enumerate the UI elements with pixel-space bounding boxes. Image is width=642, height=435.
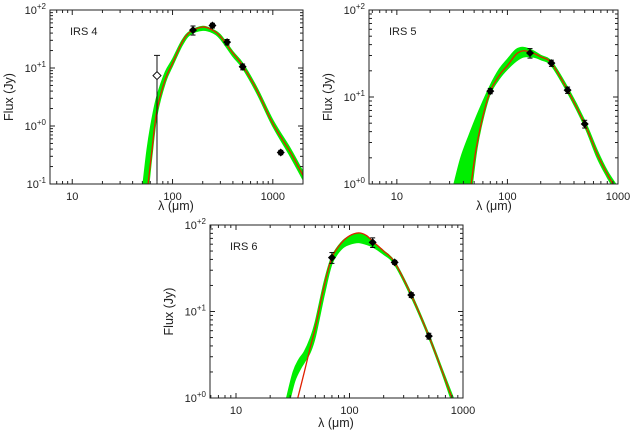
y-tick-label: 10+0 — [185, 390, 207, 405]
x-axis-label: λ (μm) — [476, 199, 512, 213]
panel-label: IRS 5 — [389, 26, 417, 38]
data-point — [368, 238, 377, 247]
y-tick-label: 10+1 — [25, 60, 47, 75]
y-tick-label: 10+0 — [25, 118, 47, 133]
model-band — [142, 25, 303, 184]
plot-area — [285, 232, 455, 398]
y-tick-base: 10 — [25, 121, 37, 133]
y-tick-exponent: +0 — [37, 118, 47, 127]
y-tick-label: 10+2 — [344, 2, 366, 17]
best-fit-curve — [470, 50, 614, 184]
plot-area — [142, 21, 303, 184]
model-band — [285, 233, 455, 398]
y-tick-base: 10 — [185, 393, 197, 405]
data-point — [547, 59, 556, 68]
plot-area — [453, 46, 617, 184]
open-data-point — [152, 70, 162, 81]
data-point — [407, 291, 416, 300]
y-tick-label: 10+2 — [25, 2, 47, 17]
y-tick-label: 10-1 — [27, 176, 47, 191]
best-fit-curve — [297, 232, 453, 398]
y-tick-base: 10 — [27, 179, 39, 191]
y-tick-exponent: +1 — [37, 60, 47, 69]
x-tick-label: 100 — [163, 191, 181, 203]
data-point — [208, 21, 217, 30]
data-point — [238, 62, 247, 71]
panel-label: IRS 4 — [70, 26, 98, 38]
x-tick-label: 1000 — [261, 191, 285, 203]
x-tick-label: 1000 — [606, 191, 630, 203]
y-tick-base: 10 — [185, 307, 197, 319]
y-tick-exponent: +2 — [356, 2, 366, 11]
y-tick-base: 10 — [344, 5, 356, 17]
x-tick-label: 10 — [391, 191, 403, 203]
x-tick-label: 10 — [66, 191, 78, 203]
y-tick-base: 10 — [25, 5, 37, 17]
x-axis-label: λ (μm) — [158, 199, 194, 213]
y-tick-base: 10 — [344, 92, 356, 104]
y-tick-exponent: +1 — [356, 89, 366, 98]
x-tick-label: 100 — [340, 405, 358, 417]
y-tick-label: 10+1 — [185, 304, 207, 319]
data-point — [525, 49, 534, 58]
y-tick-exponent: +2 — [37, 2, 47, 11]
y-tick-base: 10 — [185, 220, 197, 232]
model-band — [453, 46, 617, 184]
y-tick-exponent: -1 — [39, 176, 47, 185]
data-point — [188, 26, 197, 35]
x-tick-label: 100 — [498, 191, 516, 203]
y-tick-exponent: +2 — [197, 217, 207, 226]
x-axis-label: λ (μm) — [318, 416, 354, 430]
y-tick-label: 10+1 — [344, 89, 366, 104]
panel-label: IRS 6 — [230, 241, 258, 253]
data-point — [223, 38, 232, 47]
x-tick-label: 10 — [230, 405, 242, 417]
data-point — [563, 86, 572, 95]
y-axis-label: Flux (Jy) — [2, 73, 16, 121]
y-axis-label: Flux (Jy) — [162, 288, 176, 336]
data-point — [486, 87, 495, 96]
x-tick-label: 1000 — [451, 405, 475, 417]
y-tick-exponent: +0 — [197, 390, 207, 399]
y-tick-label: 10+2 — [185, 217, 207, 232]
y-tick-exponent: +0 — [356, 176, 366, 185]
data-point — [424, 332, 433, 341]
y-axis-label: Flux (Jy) — [321, 73, 335, 121]
data-point — [390, 258, 399, 267]
y-tick-base: 10 — [344, 179, 356, 191]
y-tick-label: 10+0 — [344, 176, 366, 191]
y-tick-exponent: +1 — [197, 304, 207, 313]
data-point — [327, 253, 336, 262]
y-tick-base: 10 — [25, 63, 37, 75]
data-point — [580, 119, 589, 128]
data-point — [276, 148, 285, 157]
plot-frame — [49, 9, 304, 185]
best-fit-curve — [147, 26, 303, 184]
